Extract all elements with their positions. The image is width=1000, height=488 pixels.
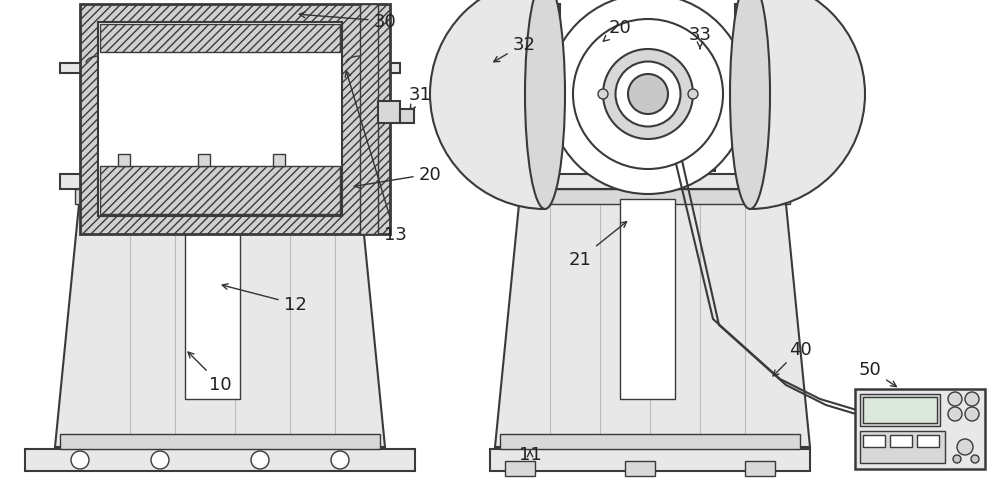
Bar <box>500 434 800 449</box>
Bar <box>60 64 400 74</box>
Ellipse shape <box>525 0 565 209</box>
Bar <box>500 175 800 190</box>
Bar <box>855 389 985 469</box>
Bar <box>735 5 765 57</box>
Text: 21: 21 <box>569 222 627 268</box>
Bar <box>258 161 276 172</box>
Bar <box>490 449 810 471</box>
Bar <box>197 78 242 158</box>
Bar <box>530 54 765 66</box>
Text: 33: 33 <box>688 26 712 49</box>
Circle shape <box>71 451 89 469</box>
Bar <box>745 461 775 476</box>
Bar <box>173 72 258 80</box>
Bar <box>198 155 210 167</box>
Bar <box>25 449 415 471</box>
Circle shape <box>331 451 349 469</box>
Bar <box>155 161 173 172</box>
Bar <box>60 175 380 190</box>
Circle shape <box>548 0 748 195</box>
Bar <box>515 190 790 204</box>
Circle shape <box>965 407 979 421</box>
Text: 32: 32 <box>494 36 536 62</box>
Text: 12: 12 <box>222 284 306 313</box>
Circle shape <box>688 90 698 100</box>
Bar <box>890 435 912 447</box>
Text: 13: 13 <box>345 72 406 244</box>
Circle shape <box>957 439 973 455</box>
Text: 40: 40 <box>773 340 811 376</box>
Text: 30: 30 <box>299 13 396 31</box>
Bar <box>860 431 945 463</box>
Circle shape <box>965 392 979 406</box>
Ellipse shape <box>616 62 680 127</box>
Bar <box>100 167 340 215</box>
Text: 10: 10 <box>188 352 231 393</box>
Circle shape <box>948 392 962 406</box>
Ellipse shape <box>603 50 693 140</box>
Text: 20: 20 <box>603 19 631 42</box>
Bar <box>530 5 560 57</box>
Bar <box>80 5 390 235</box>
Ellipse shape <box>628 75 668 115</box>
Text: 11: 11 <box>519 445 541 463</box>
Bar <box>100 25 340 53</box>
Circle shape <box>151 451 169 469</box>
Bar <box>625 461 655 476</box>
Bar <box>360 5 378 235</box>
Bar <box>610 158 695 175</box>
Text: 50: 50 <box>859 360 896 387</box>
Bar <box>75 190 365 204</box>
Polygon shape <box>495 195 810 447</box>
Wedge shape <box>750 0 865 209</box>
Circle shape <box>971 455 979 463</box>
Bar <box>185 200 240 399</box>
Ellipse shape <box>730 0 770 209</box>
Bar <box>60 434 380 449</box>
Bar <box>610 72 695 80</box>
Bar <box>590 161 610 172</box>
Text: 20: 20 <box>354 165 441 189</box>
Bar <box>863 397 937 423</box>
Circle shape <box>251 451 269 469</box>
Circle shape <box>598 90 608 100</box>
Bar <box>632 78 677 158</box>
Bar <box>505 461 535 476</box>
Bar <box>500 64 800 74</box>
Bar <box>173 158 258 175</box>
Bar <box>400 110 414 124</box>
Bar <box>378 102 400 124</box>
Bar <box>118 155 130 167</box>
Bar <box>917 435 939 447</box>
Circle shape <box>573 20 723 170</box>
Bar <box>98 23 342 217</box>
Polygon shape <box>55 195 385 447</box>
Bar <box>860 394 940 426</box>
Bar <box>863 435 885 447</box>
Bar <box>620 200 675 399</box>
Circle shape <box>948 407 962 421</box>
Bar <box>695 161 715 172</box>
Bar <box>273 155 285 167</box>
Circle shape <box>953 455 961 463</box>
Wedge shape <box>430 0 545 209</box>
Text: 31: 31 <box>409 86 431 111</box>
